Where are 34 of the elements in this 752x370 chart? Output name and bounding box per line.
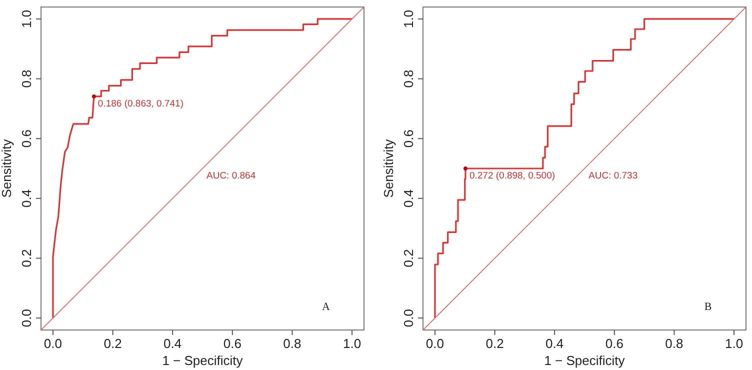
x-axis-title: 1 − Specificity	[544, 353, 626, 368]
x-tick-label: 0.6	[605, 336, 624, 351]
y-tick-label: 0.8	[19, 70, 34, 88]
x-tick-label: 1.0	[343, 336, 362, 351]
x-tick-label: 0.4	[164, 336, 182, 351]
x-tick-label: 0.0	[426, 336, 444, 351]
y-axis-title: Sensitivity	[381, 138, 396, 198]
x-tick-label: 0.8	[665, 336, 684, 351]
x-tick-label: 0.4	[546, 336, 564, 351]
y-tick-label: 0.4	[19, 189, 34, 208]
x-tick-label: 0.8	[283, 336, 302, 351]
y-tick-label: 1.0	[19, 10, 34, 28]
y-tick-label: 0.2	[19, 249, 34, 268]
y-tick-label: 0.2	[401, 249, 416, 268]
y-tick-label: 0.0	[401, 309, 416, 328]
annotation: AUC: 0.733	[588, 170, 638, 182]
annotation: B	[704, 301, 712, 313]
x-axis-title: 1 − Specificity	[162, 353, 244, 368]
y-tick-label: 0.4	[401, 189, 416, 208]
x-tick-label: 0.2	[104, 336, 122, 351]
x-tick-label: 1.0	[725, 336, 744, 351]
y-tick-label: 1.0	[401, 10, 416, 28]
y-tick-label: 0.0	[19, 309, 34, 328]
annotation: 0.272 (0.898, 0.500)	[469, 170, 556, 182]
x-tick-label: 0.0	[44, 336, 62, 351]
annotation: A	[322, 301, 330, 313]
y-tick-label: 0.6	[401, 130, 416, 148]
y-axis-title: Sensitivity	[0, 138, 14, 198]
x-tick-label: 0.6	[223, 336, 242, 351]
annotation: AUC: 0.864	[206, 170, 256, 182]
x-tick-label: 0.2	[486, 336, 504, 351]
y-tick-label: 0.8	[401, 70, 416, 88]
annotation: 0.186 (0.863, 0.741)	[98, 98, 184, 110]
y-tick-label: 0.6	[19, 130, 34, 148]
